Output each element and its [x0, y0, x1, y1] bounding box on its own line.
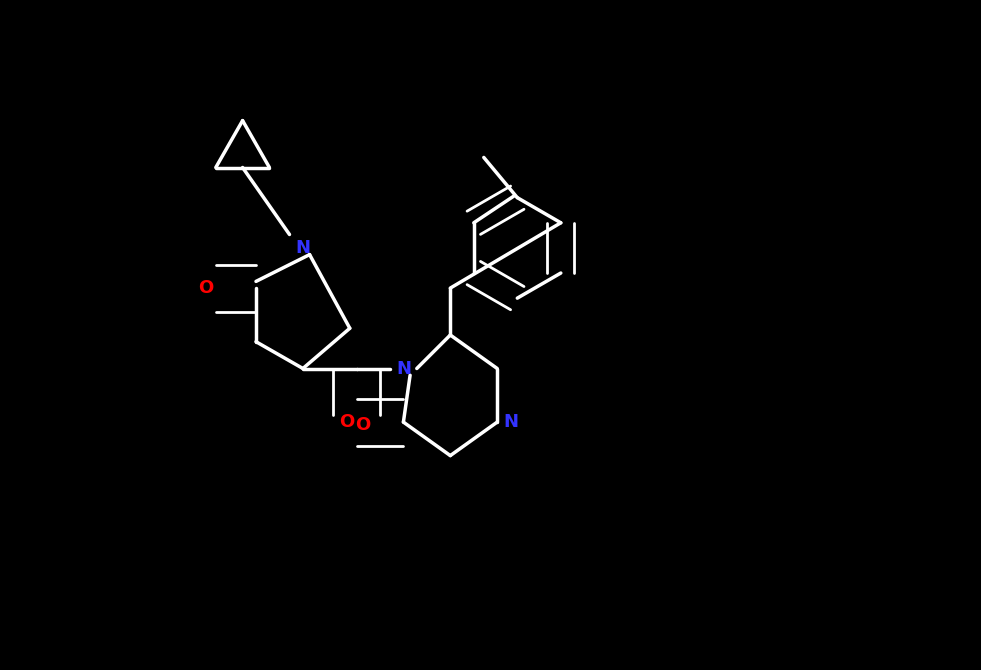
Text: O: O	[355, 417, 371, 434]
Text: O: O	[198, 279, 214, 297]
Text: N: N	[396, 360, 411, 377]
Text: N: N	[295, 239, 310, 257]
Text: N: N	[503, 413, 518, 431]
Text: O: O	[338, 413, 354, 431]
